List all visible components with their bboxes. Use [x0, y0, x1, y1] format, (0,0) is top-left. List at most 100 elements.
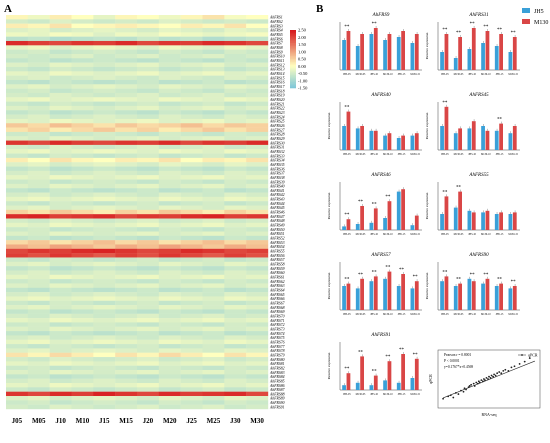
heatmap-column-label: J25	[186, 417, 197, 425]
heatmap-cell	[246, 266, 269, 271]
heatmap-cell	[93, 40, 116, 46]
heatmap-cell	[137, 71, 160, 76]
bar	[471, 281, 476, 310]
heatmap-cell	[180, 400, 203, 405]
heatmap-cell	[202, 188, 225, 193]
heatmap-cell	[93, 209, 116, 215]
bar	[387, 271, 392, 310]
heatmap-cell	[158, 49, 181, 55]
heatmap-cell	[6, 404, 29, 410]
heatmap-cell	[93, 361, 116, 366]
heatmap-column-label: J05	[12, 417, 23, 425]
heatmap-cell	[202, 19, 225, 24]
colorbar-tick-label: 1.50	[298, 42, 307, 47]
heatmap-cell	[6, 326, 29, 332]
heatmap-cell	[49, 92, 72, 98]
heatmap-cell	[115, 105, 138, 111]
heatmap-cell	[224, 36, 247, 42]
heatmap-row-label: AhFRS55	[269, 250, 285, 254]
heatmap-cell	[49, 240, 72, 245]
heatmap-cell	[224, 227, 247, 232]
heatmap-cell	[93, 153, 116, 159]
heatmap-cell	[202, 296, 225, 301]
heatmap-cell	[93, 23, 116, 29]
heatmap-cell	[27, 175, 50, 180]
heatmap-cell	[93, 235, 116, 241]
heatmap-cell	[49, 352, 72, 358]
bar	[453, 58, 458, 70]
scatter-point	[477, 380, 480, 383]
heatmap-cell	[71, 49, 94, 55]
heatmap-cell	[137, 318, 160, 323]
heatmap-cell	[202, 391, 225, 397]
heatmap-cell	[6, 218, 29, 224]
heatmap-row-label: AhFRS81	[269, 362, 285, 366]
heatmap-cell	[158, 344, 181, 349]
colorbar-segment	[290, 69, 296, 71]
heatmap-cell	[6, 383, 29, 388]
heatmap-column-label: M20	[163, 417, 177, 425]
heatmap-cell	[49, 101, 72, 107]
scatter-legend-label: qPCR	[528, 353, 538, 358]
heatmap-cell	[6, 183, 29, 189]
colorbar-segment	[290, 74, 296, 77]
heatmap-cell	[180, 84, 203, 89]
heatmap-cell	[202, 127, 225, 133]
heatmap-column-label: M10	[76, 417, 90, 425]
bar-chart-title: AhFRS91	[370, 333, 390, 338]
bar	[440, 52, 444, 70]
heatmap-cell	[180, 331, 203, 336]
heatmap-cell	[93, 370, 116, 375]
heatmap-column-label: M30	[250, 417, 264, 425]
heatmap-cell	[202, 88, 225, 94]
heatmap-cell	[49, 287, 72, 293]
heatmap-cell	[27, 383, 50, 388]
bar-chart-category-label: JH5-10	[370, 393, 378, 396]
heatmap-cell	[180, 222, 203, 228]
heatmap-cell	[6, 136, 29, 141]
bar	[467, 210, 472, 230]
heatmap-cell	[49, 309, 72, 314]
heatmap-cell	[202, 79, 225, 85]
bar-chart-category-label: M130-15	[410, 233, 420, 236]
heatmap-cell	[93, 71, 116, 76]
heatmap-cell	[71, 110, 94, 115]
heatmap-cell	[137, 374, 160, 379]
heatmap-cell	[202, 261, 225, 267]
heatmap-cell	[6, 344, 29, 349]
heatmap-cell	[158, 240, 181, 245]
scatter-point	[500, 372, 503, 375]
heatmap-cell	[71, 157, 94, 163]
bar	[369, 222, 374, 230]
heatmap-cell	[246, 19, 269, 24]
heatmap-cell	[6, 66, 29, 72]
heatmap-cell	[137, 218, 160, 224]
heatmap-cell	[224, 110, 247, 115]
heatmap-cell	[6, 309, 29, 314]
colorbar-segment	[290, 45, 296, 48]
heatmap-cell	[224, 331, 247, 336]
heatmap-cell	[158, 136, 181, 141]
colorbar-tick-label: -0.50	[298, 71, 308, 76]
heatmap-cell	[224, 105, 247, 111]
heatmap-cell	[180, 253, 203, 258]
heatmap-cell	[6, 153, 29, 159]
heatmap-cell	[202, 300, 225, 306]
heatmap-cell	[49, 140, 72, 146]
heatmap-cell	[27, 292, 50, 297]
bar	[410, 288, 415, 310]
heatmap-cell	[246, 270, 269, 275]
heatmap-cell	[27, 205, 50, 211]
heatmap-cell	[224, 357, 247, 362]
heatmap-cell	[180, 374, 203, 379]
heatmap-cell	[246, 123, 269, 128]
heatmap-cell	[71, 166, 94, 172]
heatmap-cell	[49, 370, 72, 375]
heatmap-cell	[224, 149, 247, 154]
significance-label: **	[483, 25, 489, 30]
heatmap-cell	[93, 300, 116, 306]
bar	[410, 378, 415, 390]
bar	[508, 288, 513, 310]
